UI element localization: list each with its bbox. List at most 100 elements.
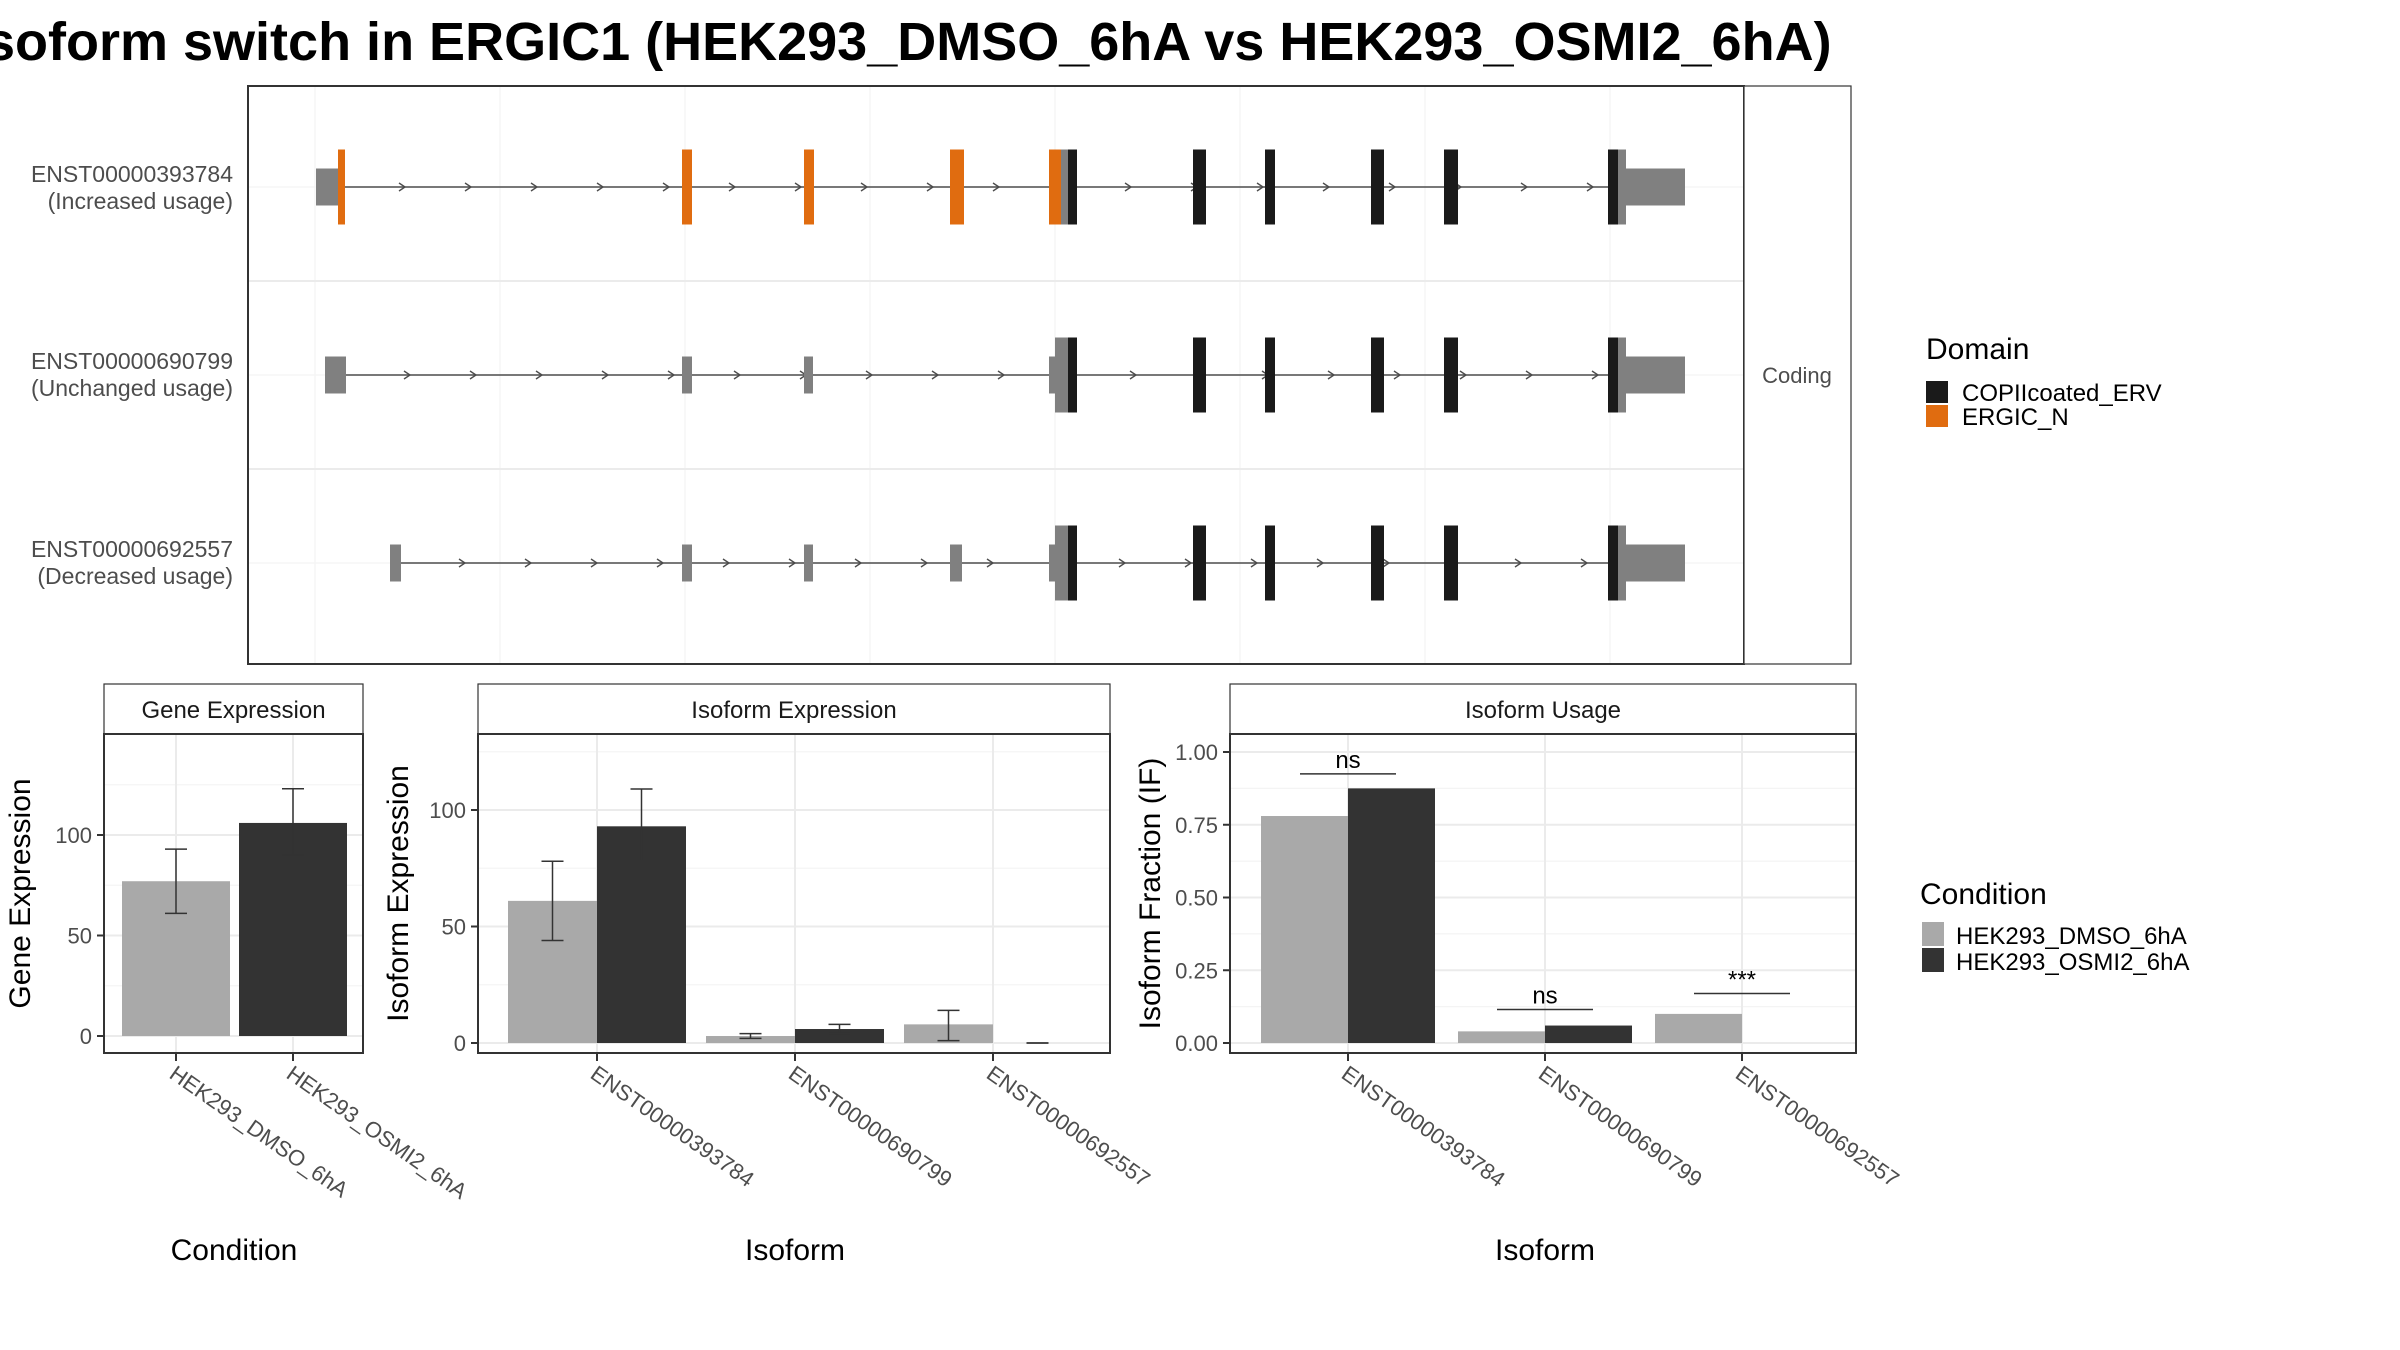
utr-exon [1618,337,1626,413]
copii-exon [1193,149,1206,225]
y-tick-label: 50 [442,915,466,940]
strand-arrow [1382,558,1391,568]
legend-label-osmi2: HEK293_OSMI2_6hA [1956,949,2189,976]
transcript-labels: ENST00000393784 (Increased usage) ENST00… [31,161,233,589]
strand-arrow [530,182,539,192]
panel-strip-title: Isoform Expression [691,697,896,724]
strand-arrow [590,558,599,568]
strand-arrow [1514,558,1523,568]
utr-exon [950,544,962,582]
strand-arrow [722,558,731,568]
utr-exon [1626,168,1685,206]
copii-exon [1608,149,1618,225]
panel-strip-title: Gene Expression [141,697,325,724]
copii-exon [1444,149,1458,225]
strand-arrow [1525,370,1534,380]
strand-arrow [524,558,533,568]
strand-arrow [1586,182,1595,192]
copii-exon [1444,337,1458,413]
bar [239,822,347,1036]
transcript-row-692557 [390,525,1685,601]
utr-exon [1055,525,1068,601]
copii-exon [1608,337,1618,413]
transcript-usage-label: (Increased usage) [48,188,233,214]
y-axis-title: Isoform Expression [382,765,415,1022]
y-tick-label: 0.50 [1175,886,1218,911]
panel-strip [477,683,1111,735]
strand-arrow [1184,558,1193,568]
strand-arrow [469,370,478,380]
strand-arrow [1327,370,1336,380]
strand-arrow [1459,370,1468,380]
strand-arrow [992,182,1001,192]
strand-arrow [1388,182,1397,192]
panel-border [103,733,364,1054]
copii-exon [1068,337,1077,413]
bar [1348,788,1435,1043]
strand-arrow [926,182,935,192]
x-tick-label: ENST00000393784 [586,1061,759,1192]
panel-border [1229,733,1857,1054]
transcript-id-label: ENST00000692557 [31,536,233,562]
bar [706,1036,795,1043]
strand-arrow [865,370,874,380]
ergic-n-exon [804,149,814,225]
utr-exon [804,544,813,582]
ergic-n-exon [1049,149,1062,225]
strand-arrow [1316,558,1325,568]
copii-exon [1608,525,1618,601]
transcript-id-label: ENST00000690799 [31,348,233,374]
y-tick-label: 100 [55,823,92,848]
bar [1261,816,1348,1043]
x-axis-title: Isoform [745,1234,845,1267]
strand-arrow [986,558,995,568]
strand-arrow [596,182,605,192]
utr-exon [325,356,346,394]
strand-arrow [1580,558,1589,568]
copii-exon [1265,525,1275,601]
bar [795,1029,884,1043]
bar [1655,1013,1742,1043]
panel-strip-title: Isoform Usage [1465,697,1621,724]
y-tick-label: 0 [454,1031,466,1056]
significance-label: *** [1728,967,1756,994]
strand-arrow [931,370,940,380]
strand-arrow [794,182,803,192]
strand-arrow [1250,558,1259,568]
utr-exon [1061,149,1068,225]
transcript-structure-panel: Coding ENST00000393784 (Increased usage)… [31,85,1852,665]
utr-exon [682,356,692,394]
condition-legend: Condition HEK293_DMSO_6hA HEK293_OSMI2_6… [1920,878,2189,976]
ergic-n-exon [338,149,345,225]
x-tick-label: ENST00000692557 [1731,1061,1904,1192]
x-tick-label: ENST00000690799 [784,1061,957,1192]
strand-arrow [1118,558,1127,568]
legend-swatch-dmso [1922,922,1944,946]
x-axis-title: Condition [171,1234,298,1267]
strand-arrow [860,182,869,192]
transcript-id-label: ENST00000393784 [31,161,233,187]
copii-exon [1444,525,1458,601]
y-tick-label: 50 [68,924,92,949]
condition-legend-title: Condition [1920,878,2047,911]
transcript-row-690799 [325,337,1685,413]
y-tick-label: 1.00 [1175,740,1218,765]
domain-legend-title: Domain [1926,333,2029,366]
utr-exon [1626,544,1685,582]
utr-exon [1626,356,1685,394]
strand-arrow [854,558,863,568]
copii-exon [1371,149,1384,225]
copii-exon [1371,337,1384,413]
ergic-n-exon [950,149,964,225]
bar [1545,1025,1632,1043]
ergic-n-exon [682,149,692,225]
strand-arrow [1393,370,1402,380]
strand-arrow [464,182,473,192]
strand-arrow [788,558,797,568]
strand-arrow [997,370,1006,380]
bar [1458,1031,1545,1043]
legend-swatch-osmi2 [1922,948,1944,972]
legend-label-copii: COPIIcoated_ERV [1962,380,2162,407]
strand-arrow [1520,182,1529,192]
